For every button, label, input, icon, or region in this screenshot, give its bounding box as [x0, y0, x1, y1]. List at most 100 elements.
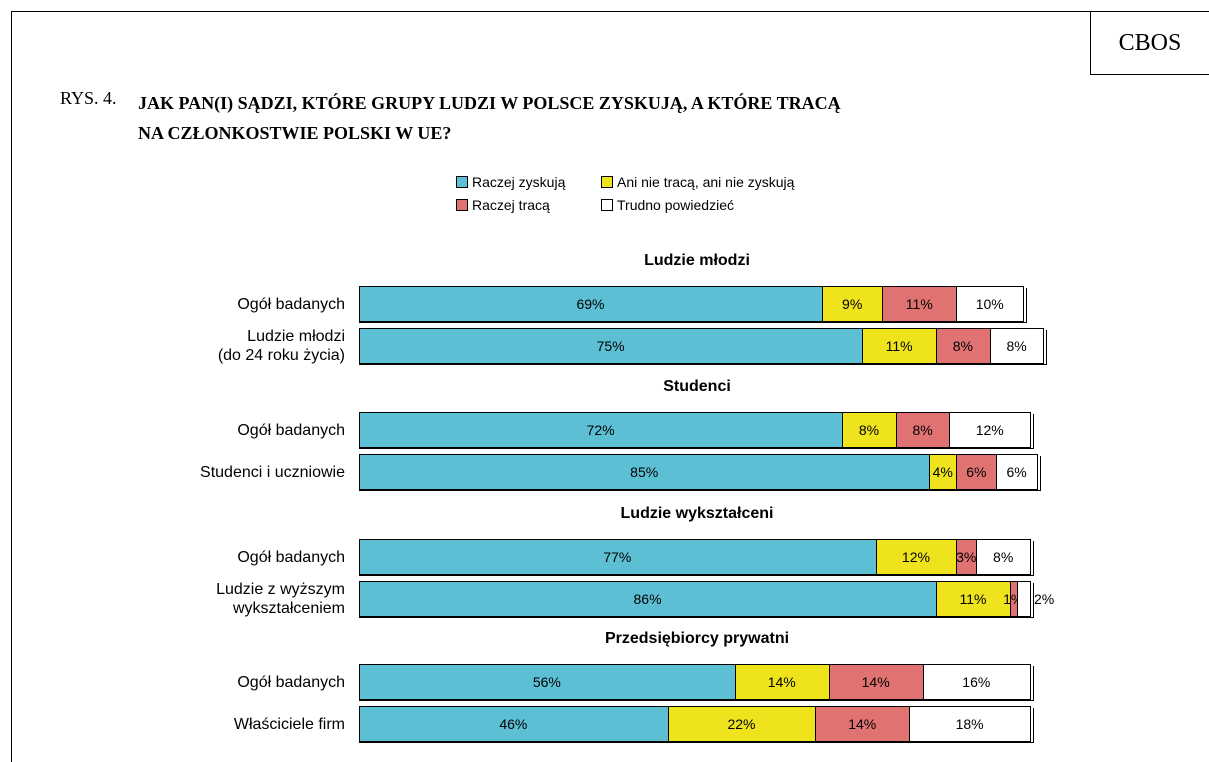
category-label: Ogół badanych — [237, 295, 345, 313]
bar-edge — [359, 575, 1034, 576]
bar-segment — [936, 328, 990, 364]
value-label: 11% — [905, 296, 933, 312]
bar-segment — [1009, 581, 1017, 617]
value-label: 2% — [1034, 591, 1055, 607]
figure-label: RYS. 4. — [60, 88, 117, 108]
bar-segment — [929, 454, 957, 490]
bar-segment — [359, 539, 876, 575]
frame — [11, 11, 12, 762]
bar-segment — [949, 412, 1030, 448]
bar-edge — [1033, 583, 1034, 618]
value-label: 12% — [975, 422, 1004, 438]
bar-edge — [1033, 708, 1034, 743]
value-label: 6% — [966, 464, 987, 480]
legend-label: Raczej tracą — [472, 197, 550, 213]
bar-edge — [359, 742, 1034, 743]
value-label: 8% — [858, 422, 880, 438]
bar-segment — [862, 328, 937, 364]
value-label: 12% — [901, 549, 930, 565]
bar-edge — [359, 700, 1034, 701]
value-label: 4% — [932, 464, 953, 480]
legend-swatch — [601, 176, 613, 188]
bar-segment — [976, 539, 1030, 575]
value-label: 10% — [975, 296, 1004, 312]
bar-edge — [1023, 286, 1025, 323]
bar-edge — [1030, 412, 1031, 449]
value-label: 86% — [633, 591, 662, 607]
category-label: Ludzie młodzi (do 24 roku życia) — [217, 328, 345, 364]
bar-segment — [922, 664, 1030, 700]
value-label: 72% — [586, 422, 615, 438]
bar-segment — [882, 286, 957, 322]
value-label: 16% — [962, 674, 991, 690]
bar-segment — [821, 286, 883, 322]
bar-segment — [815, 706, 910, 742]
value-label: 14% — [861, 674, 890, 690]
bar-segment — [359, 454, 930, 490]
bar-segment — [996, 454, 1037, 490]
bar-segment — [989, 328, 1044, 364]
value-label: 14% — [848, 716, 877, 732]
category-label: Ludzie z wyższym wykształceniem — [216, 581, 345, 617]
bar-segment — [909, 706, 1030, 742]
value-label: 11% — [959, 591, 987, 607]
bar-edge — [359, 448, 1034, 449]
bar-segment — [359, 664, 735, 700]
bar-edge — [1039, 456, 1041, 491]
legend-label: Raczej zyskują — [472, 174, 566, 190]
bar-segment — [1016, 581, 1030, 617]
group-title: Ludzie wykształceni — [620, 505, 774, 522]
bar-edge — [359, 490, 1041, 491]
bar-segment — [667, 706, 816, 742]
bar-edge — [1033, 666, 1034, 701]
category-label: Ogół badanych — [237, 673, 345, 691]
bar-segment — [895, 412, 950, 448]
bar-edge — [359, 617, 1034, 618]
group-title: Ludzie młodzi — [644, 252, 750, 269]
bar-edge — [1033, 414, 1034, 449]
category-label: Właściciele firm — [233, 715, 345, 733]
value-label: 6% — [1006, 464, 1027, 480]
bar-edge — [1030, 581, 1031, 618]
group-title: Studenci — [663, 378, 731, 395]
category-label: Ogół badanych — [237, 548, 345, 566]
group-title: Przedsiębiorcy prywatni — [604, 630, 790, 647]
legend-swatch — [456, 176, 468, 188]
bar-edge — [1030, 706, 1031, 743]
bar-segment — [936, 581, 1010, 617]
value-label: 22% — [727, 716, 756, 732]
frame — [11, 11, 1209, 12]
bar-segment — [956, 454, 997, 490]
value-label: 56% — [532, 674, 561, 690]
legend-label: Ani nie tracą, ani nie zyskują — [617, 174, 795, 190]
bar-segment — [359, 286, 822, 322]
legend-label: Trudno powiedzieć — [617, 197, 734, 213]
value-label: 8% — [993, 549, 1014, 565]
value-label: 8% — [1006, 338, 1027, 354]
value-label: 85% — [630, 464, 659, 480]
bar-segment — [359, 706, 668, 742]
bar-edge — [1036, 454, 1038, 491]
bar-edge — [1026, 288, 1028, 323]
bar-edge — [359, 322, 1028, 323]
value-label: 77% — [603, 549, 632, 565]
category-label: Ogół badanych — [237, 421, 345, 439]
value-label: 14% — [767, 674, 796, 690]
chart-title: JAK PAN(I) SĄDZI, KTÓRE GRUPY LUDZI W PO… — [138, 93, 841, 143]
bar-edge — [359, 364, 1048, 365]
bar-segment — [875, 539, 957, 575]
bar-segment — [956, 539, 977, 575]
bar-edge — [1046, 330, 1048, 365]
value-label: 3% — [956, 549, 977, 565]
legend-swatch — [601, 199, 613, 211]
value-label: 8% — [952, 338, 973, 354]
value-label: 9% — [842, 296, 863, 312]
bar-segment — [828, 664, 923, 700]
value-label: 46% — [499, 716, 528, 732]
bar-segment — [956, 286, 1024, 322]
category-label: Studenci i uczniowie — [200, 463, 345, 481]
bar-edge — [1030, 664, 1031, 701]
bar-segment — [359, 581, 937, 617]
bar-edge — [1033, 541, 1034, 576]
